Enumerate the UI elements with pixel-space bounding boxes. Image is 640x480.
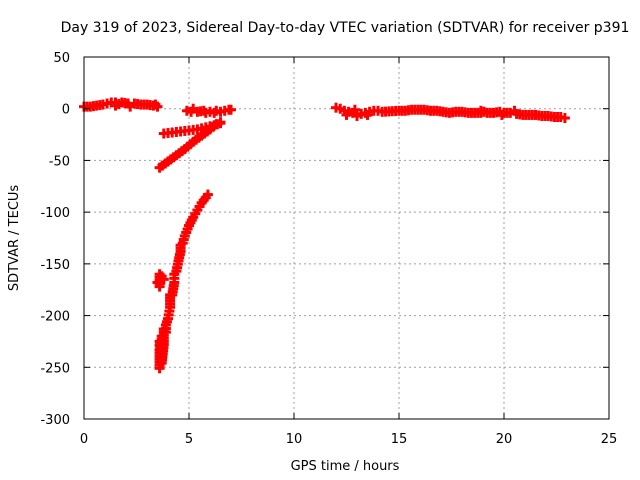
- data-point: [188, 124, 199, 135]
- y-tick-label: -250: [40, 361, 70, 376]
- x-tick-label: 25: [601, 432, 618, 447]
- data-point: [171, 126, 182, 137]
- data-point: [154, 272, 165, 283]
- data-point: [219, 105, 230, 116]
- x-axis-label: GPS time / hours: [291, 459, 400, 474]
- axis-ticks: 0 5 10 15 20 25 50 0 -50 -100 -150 -200 -250 -300: [40, 51, 617, 447]
- y-tick-label: -200: [40, 310, 70, 325]
- data-point: [168, 152, 179, 163]
- data-point: [552, 111, 563, 122]
- data-point: [502, 107, 513, 118]
- chart-title: Day 319 of 2023, Sidereal Day-to-day VTE…: [61, 20, 630, 36]
- data-point: [179, 125, 190, 136]
- plot-frame: [83, 56, 610, 420]
- data-point: [163, 128, 173, 139]
- data-point: [145, 100, 156, 111]
- data-point: [160, 158, 171, 169]
- data-points: [79, 97, 570, 374]
- y-axis-label: SDTVAR / TECUs: [7, 185, 22, 292]
- data-point: [202, 126, 213, 137]
- data-point: [195, 106, 206, 117]
- data-point: [491, 107, 502, 118]
- data-point: [94, 100, 105, 111]
- data-point: [178, 234, 189, 245]
- data-point: [165, 292, 176, 303]
- data-point: [175, 243, 186, 254]
- y-tick-label: -300: [40, 413, 70, 428]
- data-point: [208, 121, 219, 132]
- data-point: [190, 208, 201, 219]
- y-tick-label: 50: [53, 51, 70, 66]
- y-tick-label: -150: [40, 258, 70, 273]
- y-tick-label: 0: [62, 103, 70, 118]
- data-point: [182, 224, 193, 235]
- data-point: [193, 132, 204, 143]
- data-point: [177, 146, 187, 157]
- data-point: [119, 98, 130, 109]
- data-point: [161, 316, 172, 327]
- x-tick-label: 20: [496, 432, 513, 447]
- data-point: [202, 189, 213, 200]
- x-tick-label: 15: [391, 432, 408, 447]
- data-point: [185, 139, 196, 150]
- x-tick-label: 5: [185, 432, 193, 447]
- y-tick-label: -50: [49, 154, 70, 169]
- data-point: [215, 117, 226, 128]
- data-point: [194, 201, 205, 212]
- y-tick-label: -100: [40, 206, 70, 221]
- data-point: [152, 101, 163, 112]
- data-point: [198, 195, 209, 206]
- x-tick-label: 10: [286, 432, 303, 447]
- x-tick-label: 0: [80, 432, 88, 447]
- data-point: [169, 273, 180, 284]
- data-point: [186, 215, 197, 226]
